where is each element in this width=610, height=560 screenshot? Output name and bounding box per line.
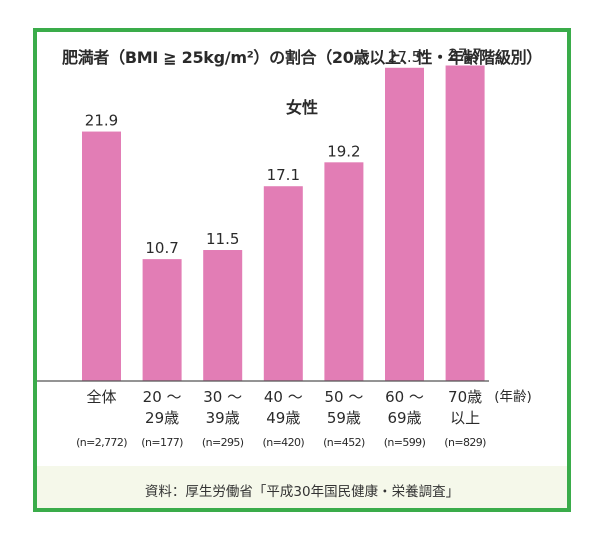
bar-4 [324, 162, 364, 381]
bar-3 [263, 186, 303, 381]
category-label-4: 50 ～ [324, 388, 363, 406]
chart-frame: 肥満者（BMI ≧ 25kg/m²）の割合（20歳以上、性・年齢階級別） 女性 … [33, 28, 571, 512]
value-label-4: 19.2 [327, 142, 360, 160]
x-axis-unit-label: (年齢) [494, 389, 532, 405]
bar-0 [82, 131, 121, 381]
sample-size-label-0: (n=2,772) [76, 436, 127, 449]
category-label-0: 全体 [86, 388, 116, 406]
chart-title: 肥満者（BMI ≧ 25kg/m²）の割合（20歳以上、性・年齢階級別） [62, 48, 542, 67]
value-label-5: 27.5 [388, 48, 421, 66]
value-label-1: 10.7 [145, 239, 178, 257]
value-label-3: 17.1 [267, 166, 300, 184]
sample-size-label-5: (n=599) [384, 436, 426, 449]
bar-2 [203, 250, 243, 381]
value-label-6: 27.7 [448, 45, 481, 63]
category-label-6: 70歳 [448, 388, 482, 406]
category-label-line2-3: 49歳 [266, 409, 300, 427]
bar-6 [445, 65, 485, 381]
sample-size-label-6: (n=829) [444, 436, 486, 449]
category-label-line2-5: 69歳 [387, 409, 421, 427]
bar-5 [385, 67, 424, 382]
category-label-line2-1: 29歳 [145, 409, 179, 427]
category-label-2: 30 ～ [203, 388, 242, 406]
category-label-5: 60 ～ [385, 388, 424, 406]
category-label-1: 20 ～ [143, 388, 182, 406]
category-label-3: 40 ～ [264, 388, 303, 406]
value-label-0: 21.9 [85, 112, 118, 130]
sample-size-label-4: (n=452) [323, 436, 365, 449]
sample-size-label-2: (n=295) [202, 436, 244, 449]
category-label-line2-2: 39歳 [206, 409, 240, 427]
chart-subtitle: 女性 [285, 98, 318, 117]
sample-size-label-3: (n=420) [263, 436, 305, 449]
bar-1 [142, 259, 182, 381]
chart-panel: 肥満者（BMI ≧ 25kg/m²）の割合（20歳以上、性・年齢階級別） 女性 … [37, 32, 567, 466]
sample-size-label-1: (n=177) [141, 436, 183, 449]
category-label-line2-4: 59歳 [327, 409, 361, 427]
bar-chart: 21.9 全体 (n=2,772) 10.7 20 ～ 29歳 (n=177) 11.5 30 … [37, 45, 532, 449]
value-label-2: 11.5 [206, 230, 239, 248]
category-label-line2-6: 以上 [450, 409, 480, 427]
source-note: 資料：厚生労働省「平成30年国民健康・栄養調査」 [144, 484, 460, 500]
